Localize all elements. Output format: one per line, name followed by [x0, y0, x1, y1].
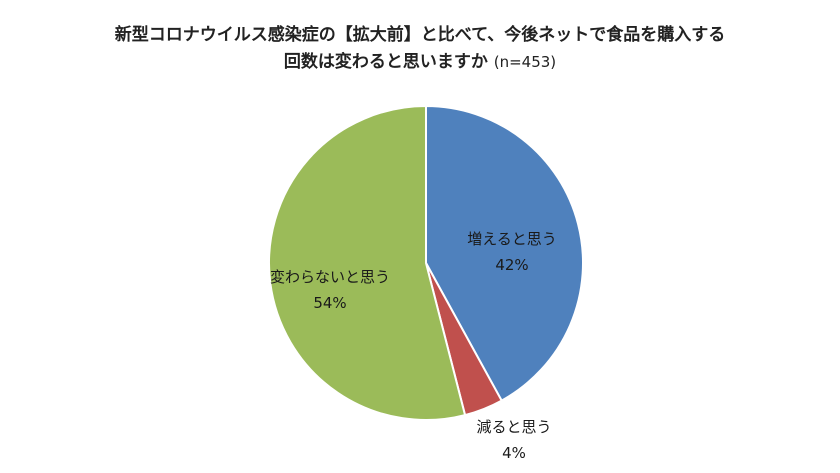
chart-title-line-1: 新型コロナウイルス感染症の【拡大前】と比べて、今後ネットで食品を購入する — [114, 25, 726, 45]
slice-value-label-3: 54% — [313, 294, 346, 312]
pie-slice-3 — [268, 104, 467, 421]
slice-label-1: 増えると思う — [467, 230, 557, 248]
chart-title: 新型コロナウイルス感染症の【拡大前】と比べて、今後ネットで食品を購入する 回数は… — [0, 22, 840, 76]
slice-label-3: 変わらないと思う — [270, 268, 390, 286]
pie-slices — [268, 104, 584, 421]
slice-value-label-2: 4% — [502, 444, 526, 462]
slice-value-label-1: 42% — [495, 256, 528, 274]
chart-title-sample-size: (n=453) — [493, 53, 557, 71]
chart-title-line-2: 回数は変わると思いますか (n=453) — [0, 49, 840, 76]
pie-labels: 増えると思う 42% 減ると思う 4% 変わらないと思う 54% — [270, 230, 557, 462]
chart-title-line-2-text: 回数は変わると思いますか — [283, 52, 488, 72]
pie-slice-1 — [425, 104, 584, 402]
slice-label-2: 減ると思う — [476, 418, 551, 436]
